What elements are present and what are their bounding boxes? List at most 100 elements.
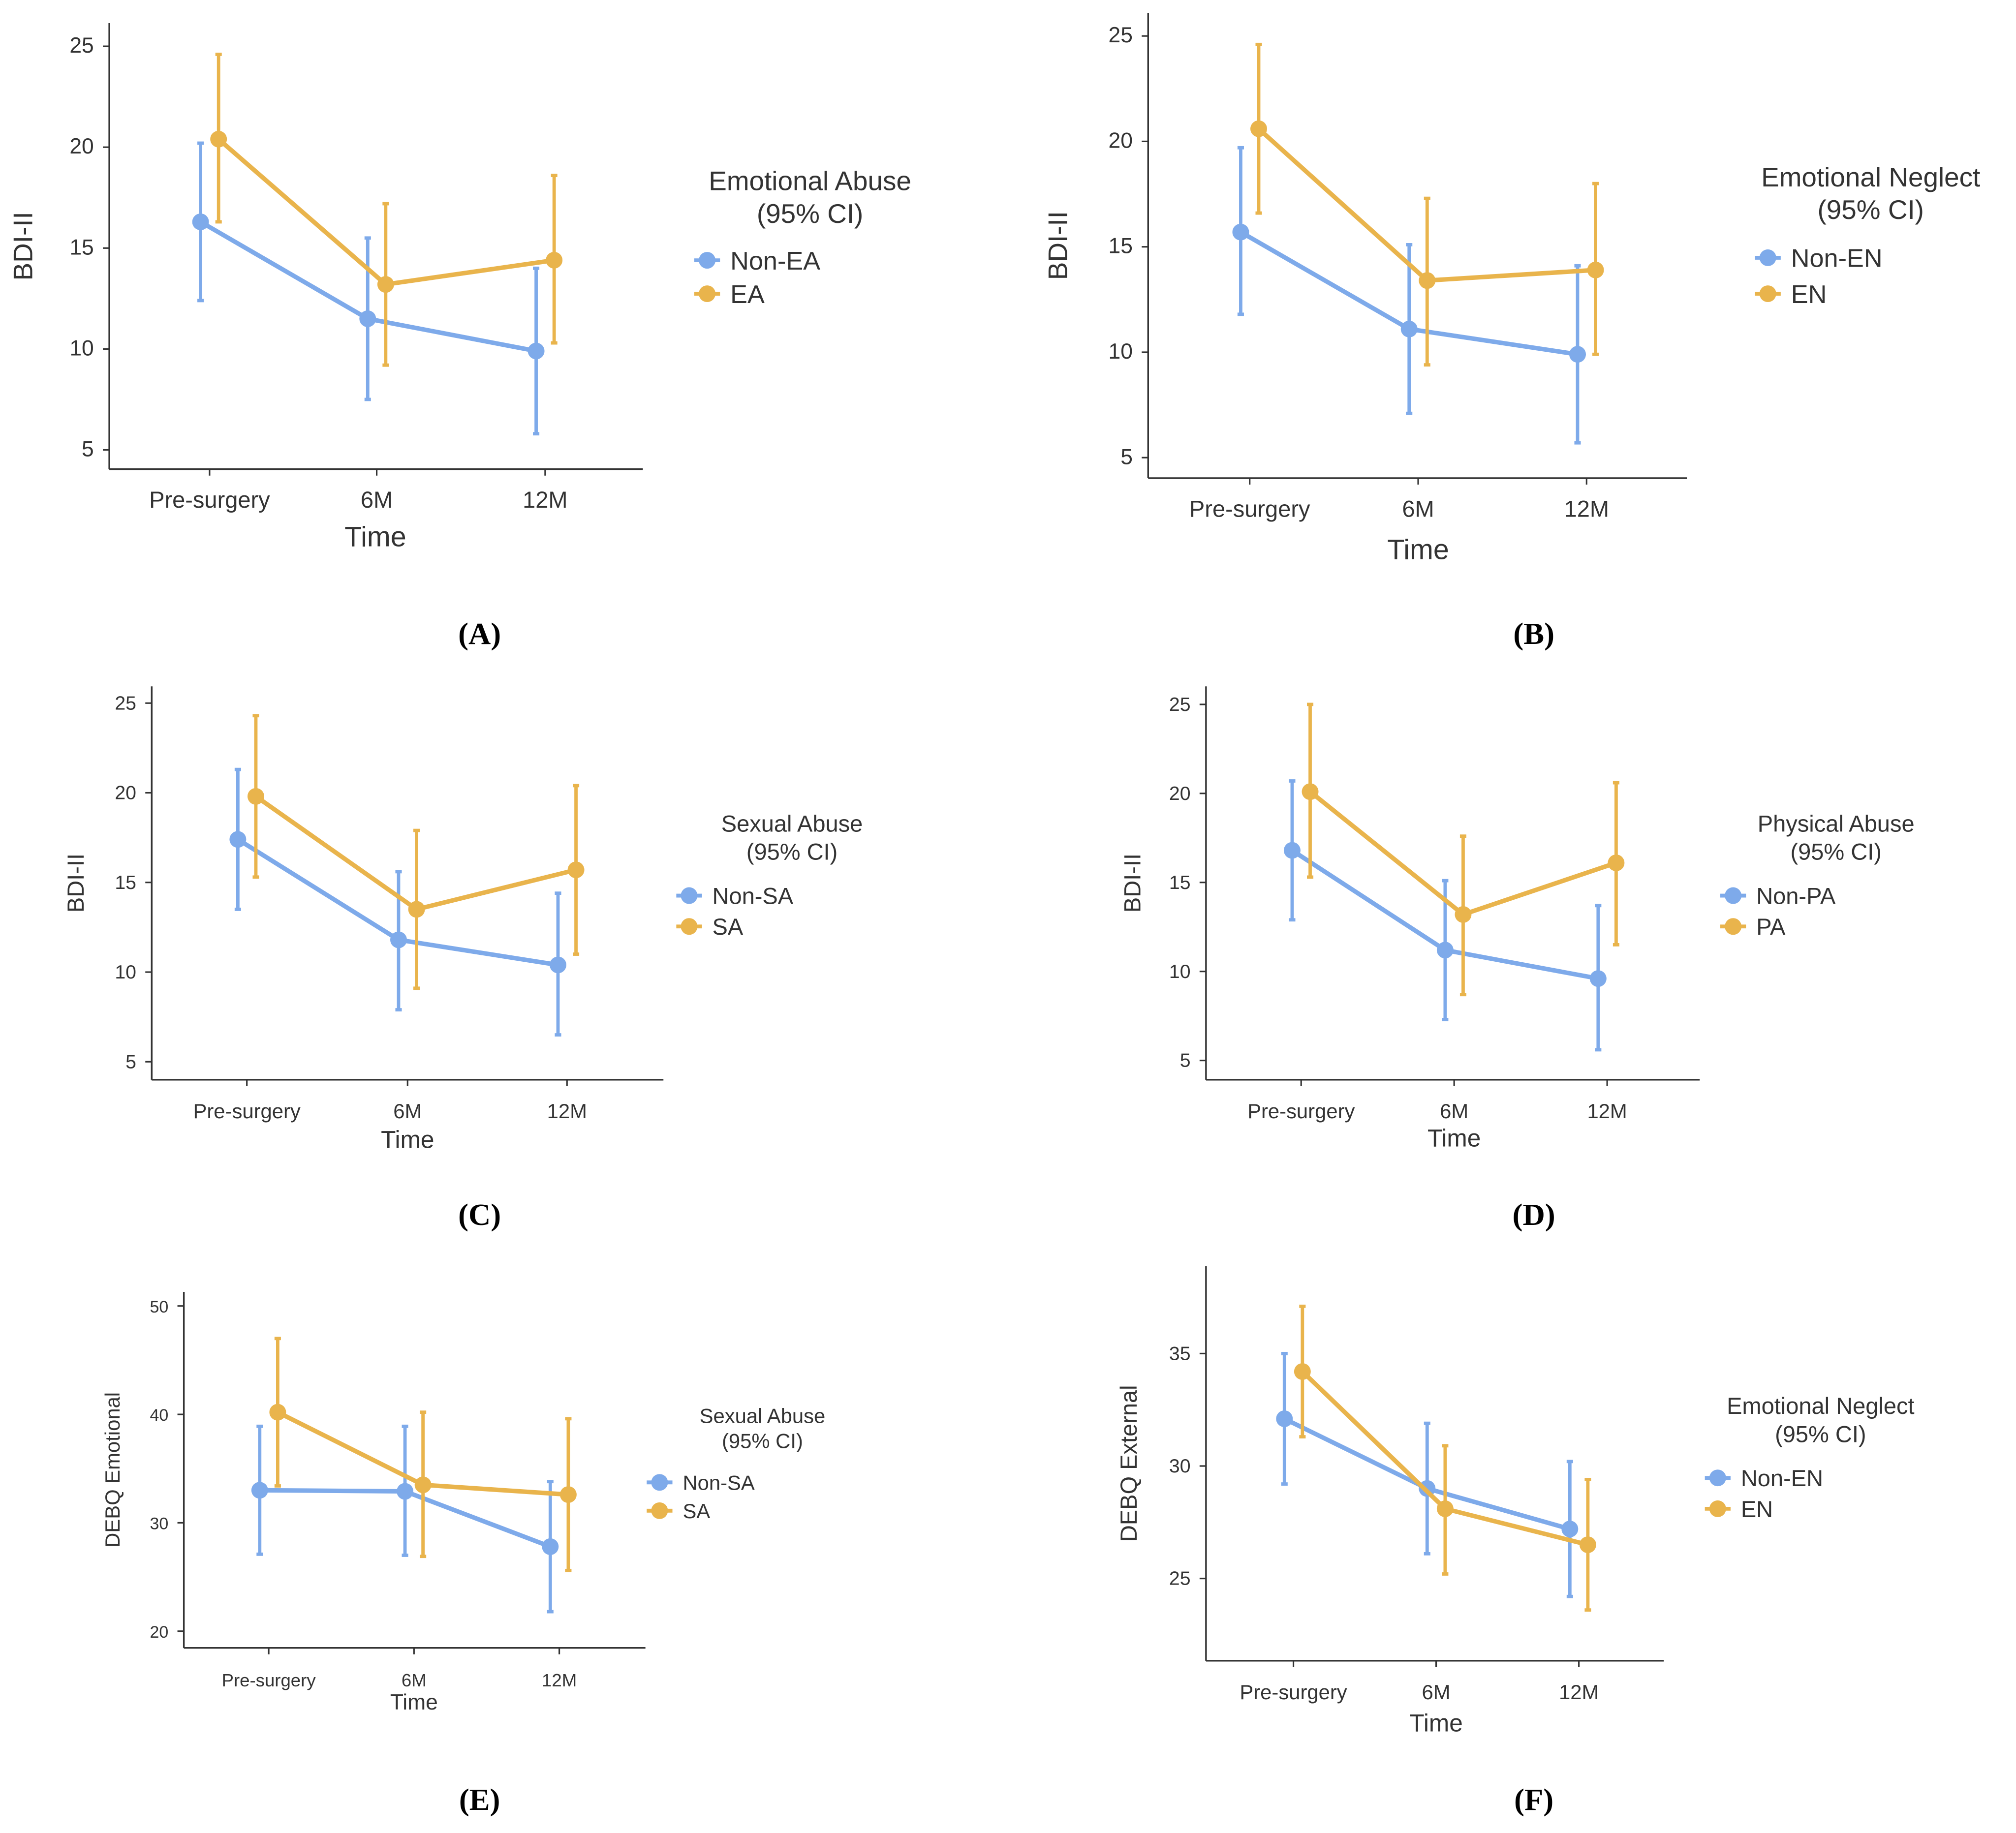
data-point	[1250, 120, 1267, 137]
data-point	[1587, 261, 1604, 278]
data-point	[567, 861, 585, 879]
data-point	[1302, 783, 1319, 800]
legend-title: Sexual Abuse	[700, 1404, 826, 1427]
legend-key-dot	[651, 1502, 668, 1519]
y-tick-label: 25	[69, 33, 93, 58]
legend-key-dot	[681, 918, 698, 935]
x-tick-label: 12M	[1559, 1680, 1599, 1704]
data-point	[1589, 970, 1607, 987]
legend-key-dot	[699, 252, 716, 269]
legend-entry: SA	[682, 1499, 710, 1523]
y-tick-label: 20	[150, 1623, 169, 1642]
legend-key-dot	[1709, 1500, 1726, 1517]
x-tick-label: 6M	[1422, 1680, 1451, 1704]
x-tick-label: Pre-surgery	[1240, 1680, 1347, 1704]
data-point	[1400, 320, 1418, 337]
legend-title: (95% CI)	[1775, 1421, 1866, 1447]
y-tick-label: 20	[69, 134, 93, 158]
legend-entry: Non-EA	[730, 247, 820, 275]
legend-title: (95% CI)	[722, 1430, 803, 1453]
data-point	[1561, 1521, 1579, 1538]
x-axis-title: Time	[1427, 1125, 1481, 1152]
data-point	[192, 213, 209, 230]
panel-label: (A)	[458, 616, 501, 651]
legend-entry: PA	[1756, 914, 1786, 940]
y-tick-label: 50	[150, 1298, 169, 1316]
legend-key-dot	[1759, 249, 1776, 266]
data-point	[542, 1538, 559, 1555]
x-tick-label: 6M	[402, 1670, 427, 1690]
data-point	[1436, 942, 1454, 959]
data-point	[1436, 1500, 1454, 1517]
x-tick-label: 6M	[361, 487, 393, 513]
x-axis-title: Time	[1409, 1710, 1462, 1737]
legend-entry: Non-SA	[682, 1471, 754, 1494]
y-tick-label: 30	[150, 1514, 169, 1533]
panel-label: (C)	[458, 1197, 501, 1232]
x-tick-label: Pre-surgery	[193, 1100, 301, 1123]
legend-entry: Non-SA	[713, 883, 794, 909]
legend-title: (95% CI)	[1790, 839, 1882, 865]
legend-entry: Non-EN	[1791, 244, 1883, 273]
chart-panel-c: 5 10 15 20 25 Pre-surgery 6M 12M Time BDI-II Non-S…	[62, 686, 863, 1232]
data-point	[1579, 1536, 1596, 1554]
y-tick-label: 5	[82, 437, 94, 461]
chart-panel-e: 20 30 40 50 Pre-surgery 6M 12M Time DEBQ Emotion…	[101, 1291, 826, 1817]
chart-panel-d: 5 10 15 20 25 Pre-surgery 6M 12M Time BDI-II Non-P…	[1119, 686, 1915, 1232]
y-tick-label: 25	[1109, 23, 1133, 47]
y-tick-label: 30	[1169, 1456, 1191, 1477]
x-tick-label: 12M	[1587, 1100, 1627, 1123]
legend-key-dot	[699, 285, 716, 303]
data-point	[210, 130, 227, 148]
y-axis-title: DEBQ External	[1116, 1385, 1142, 1542]
x-tick-label: 12M	[542, 1670, 577, 1690]
chart-panel-b: 5 10 15 20 25 Pre-surgery 6M 12M Time BDI-II Non-E…	[1043, 13, 1980, 651]
x-tick-label: Pre-surgery	[149, 487, 270, 513]
legend-key-dot	[681, 887, 698, 904]
legend-entry: Non-EN	[1741, 1465, 1823, 1491]
data-point	[397, 1483, 414, 1500]
y-axis-title: BDI-II	[1043, 211, 1073, 280]
y-tick-label: 10	[1169, 961, 1191, 982]
legend-key-dot	[651, 1474, 668, 1491]
x-axis-title: Time	[390, 1690, 438, 1714]
y-tick-label: 10	[1109, 339, 1133, 364]
y-tick-label: 20	[1109, 128, 1133, 153]
y-axis-title: DEBQ Emotional	[101, 1392, 124, 1548]
y-tick-label: 25	[1169, 1568, 1191, 1589]
legend-title: Emotional Neglect	[1761, 162, 1980, 192]
y-tick-label: 5	[1180, 1050, 1191, 1071]
data-point	[359, 310, 376, 327]
x-tick-label: Pre-surgery	[222, 1670, 316, 1690]
y-axis-title: BDI-II	[62, 854, 89, 913]
chart-panel-f: 25 30 35 Pre-surgery 6M 12M Time DEBQ External N…	[1116, 1266, 1915, 1817]
legend-key-dot	[1725, 887, 1742, 904]
legend-title: (95% CI)	[757, 198, 863, 229]
data-point	[1276, 1410, 1293, 1427]
legend-key-dot	[1759, 285, 1776, 303]
y-axis-title: BDI-II	[1119, 854, 1146, 913]
legend-key-dot	[1709, 1469, 1726, 1487]
panel-label: (D)	[1513, 1197, 1555, 1232]
data-point	[546, 251, 563, 269]
legend-entry: Non-PA	[1756, 883, 1836, 909]
data-point	[390, 931, 407, 948]
y-tick-label: 35	[1169, 1343, 1191, 1364]
data-point	[269, 1404, 286, 1421]
x-axis-title: Time	[1387, 534, 1449, 566]
x-tick-label: Pre-surgery	[1247, 1100, 1355, 1123]
legend-entry: EA	[730, 280, 765, 309]
x-tick-label: 6M	[393, 1100, 422, 1123]
y-tick-label: 25	[115, 693, 136, 714]
y-tick-label: 10	[115, 962, 136, 983]
y-tick-label: 15	[1109, 234, 1133, 258]
y-tick-label: 5	[1120, 445, 1133, 469]
chart-panel-a: 5 10 15 20 25 Pre-surgery 6M 12M Time BDI-II Non-E…	[7, 23, 911, 651]
data-point	[1283, 842, 1301, 859]
x-tick-label: Pre-surgery	[1189, 495, 1310, 521]
data-point	[1294, 1363, 1311, 1380]
data-point	[247, 788, 264, 805]
data-point	[229, 831, 247, 848]
panel-label: (F)	[1514, 1782, 1553, 1817]
